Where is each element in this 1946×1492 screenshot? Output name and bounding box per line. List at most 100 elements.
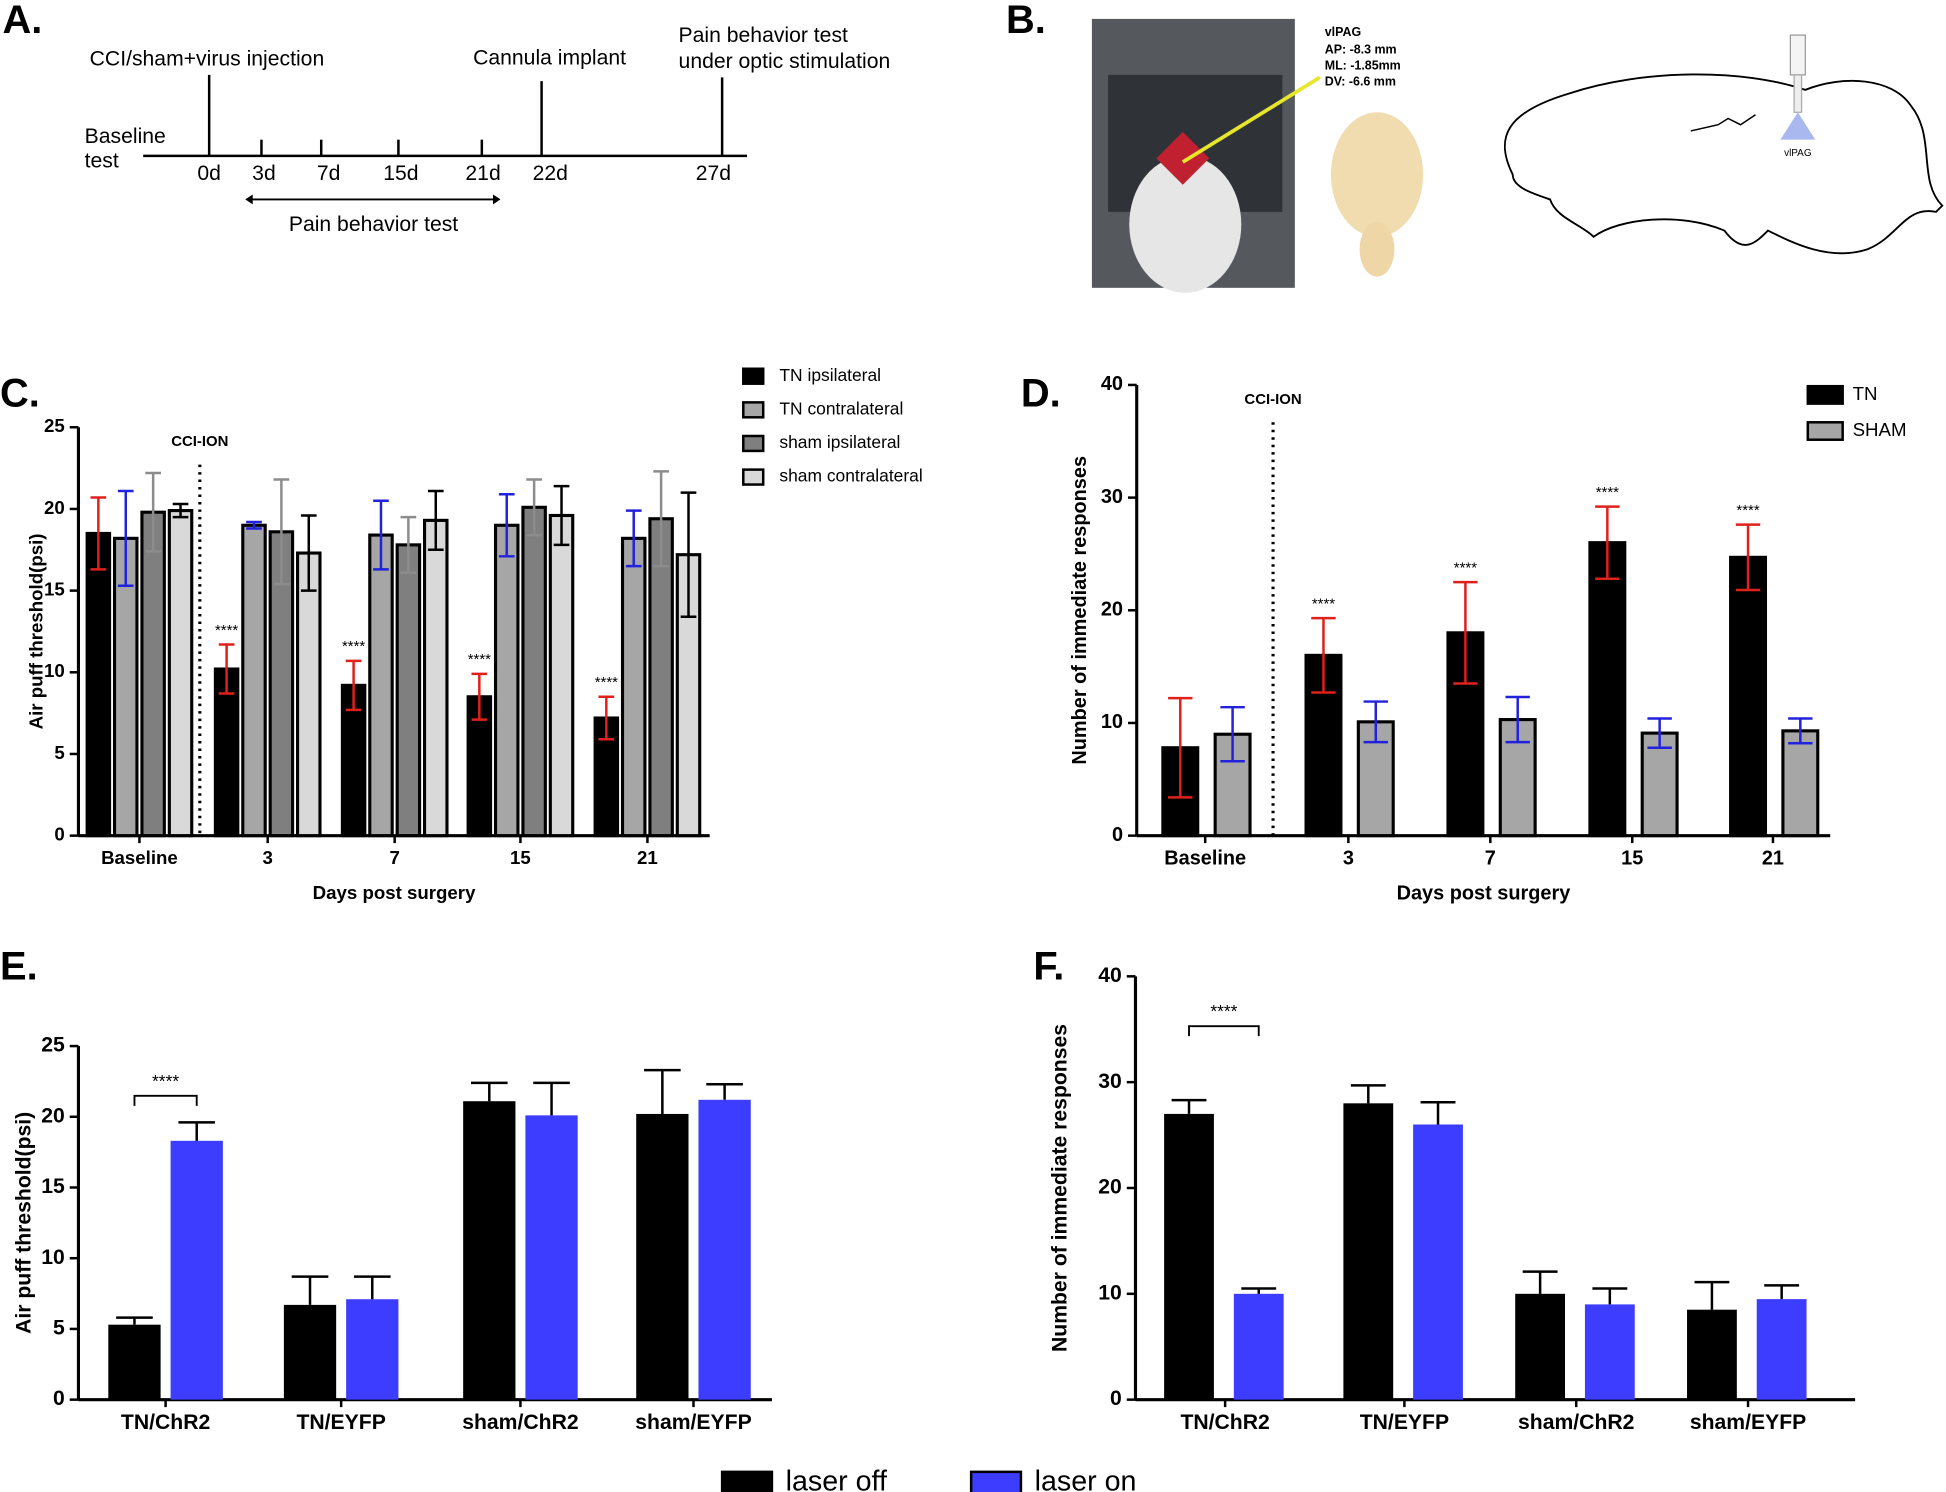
bar	[296, 551, 322, 838]
legend-label: laser on	[1035, 1466, 1137, 1492]
error-bar	[116, 1316, 153, 1325]
panel-label: C.	[0, 372, 40, 416]
legend-label: TN	[1853, 383, 1878, 404]
legend-label: TN ipsilateral	[779, 365, 881, 385]
legend-label: TN contralateral	[779, 398, 903, 418]
error-bar	[117, 489, 134, 587]
surgery-panel: B. vlPAG AP: -8.3 mm ML: -1.85mm DV: -6.…	[1006, 0, 1944, 293]
brain-diagram	[1503, 73, 1944, 255]
day-label: 0d	[197, 162, 221, 185]
error-bar	[553, 484, 570, 547]
bar	[346, 1299, 399, 1400]
error-bar	[498, 492, 515, 558]
significance: ****	[1312, 595, 1335, 612]
significance: ****	[1596, 484, 1619, 501]
error-bar	[1453, 580, 1478, 685]
error-bar	[145, 471, 161, 553]
x-tick-label: 15	[1621, 848, 1643, 870]
y-tick-label: 10	[41, 1246, 65, 1269]
error-bar	[178, 1121, 216, 1141]
y-tick-label: 40	[1098, 964, 1122, 987]
timeline-label: Cannula implant	[473, 46, 626, 69]
bar	[1233, 1293, 1284, 1400]
x-tick-label: 7	[1485, 848, 1496, 870]
error-bar	[1420, 1101, 1456, 1125]
y-tick-label: 0	[53, 1387, 65, 1410]
bar	[620, 536, 647, 838]
error-bar	[1595, 505, 1620, 580]
bar	[1756, 1299, 1807, 1400]
onset-label: CCI-ION	[1244, 391, 1301, 408]
x-tick-label: sham/ChR2	[1518, 1411, 1634, 1434]
y-axis-title: Air puff threshold(psi)	[25, 534, 46, 730]
x-tick-label: sham/ChR2	[462, 1411, 578, 1434]
comparison-label: ****	[152, 1071, 179, 1091]
x-tick-label: 3	[262, 847, 272, 868]
y-tick-label: 0	[54, 824, 64, 845]
cannula	[1789, 34, 1806, 76]
pointer	[1181, 75, 1321, 164]
coordinate: AP: -8.3 mm	[1325, 42, 1397, 56]
bar	[493, 523, 520, 838]
x-tick-label: 21	[1762, 848, 1784, 870]
y-tick-label: 30	[1101, 486, 1123, 508]
y-tick-label: 20	[41, 1104, 65, 1127]
onset-label: CCI-ION	[171, 433, 228, 450]
cannula	[1793, 74, 1803, 113]
x-tick-label: TN/EYFP	[1360, 1411, 1449, 1434]
error-bar	[706, 1082, 743, 1100]
bar	[368, 533, 394, 838]
legend-label: sham contralateral	[779, 466, 922, 486]
coordinate: ML: -1.85mm	[1325, 58, 1401, 72]
brain-shape	[1330, 112, 1424, 237]
day-label: 3d	[252, 162, 276, 185]
comparison-label: ****	[1210, 1001, 1237, 1021]
error-bar	[291, 1275, 329, 1305]
error-bar	[172, 502, 189, 519]
legend-swatch	[1806, 384, 1844, 405]
y-tick-label: 0	[1112, 824, 1123, 846]
significance: ****	[1454, 559, 1477, 576]
y-tick-label: 10	[1101, 711, 1123, 733]
bar	[1584, 1304, 1635, 1400]
y-tick-label: 25	[41, 1034, 65, 1057]
error-bar	[1592, 1287, 1628, 1305]
error-bar	[598, 695, 615, 741]
y-axis-title: Number of immediate responses	[1048, 1024, 1071, 1352]
bar	[1687, 1309, 1737, 1400]
error-bar	[644, 1068, 681, 1114]
x-tick-label: Baseline	[101, 847, 178, 868]
error-bar	[1764, 1284, 1800, 1300]
bar	[395, 543, 422, 838]
x-tick-label: 15	[510, 847, 531, 868]
error-bar	[353, 1275, 391, 1300]
y-tick-label: 15	[44, 579, 65, 600]
x-axis-title: Days post surgery	[1397, 882, 1571, 904]
timeline-label: Pain behavior test	[289, 213, 458, 236]
bar	[85, 531, 112, 838]
error-bar	[1522, 1270, 1558, 1294]
y-tick-label: 20	[1101, 599, 1123, 621]
day-label: 27d	[696, 162, 731, 185]
error-bar	[470, 1081, 508, 1102]
legend-swatch	[742, 401, 765, 419]
error-bar	[1220, 705, 1245, 763]
error-bar	[300, 514, 317, 592]
y-tick-label: 40	[1101, 373, 1123, 395]
bar	[1343, 1103, 1394, 1400]
x-tick-label: TN/ChR2	[121, 1411, 210, 1434]
error-bar	[533, 1081, 570, 1116]
bar	[108, 1324, 161, 1400]
y-tick-label: 10	[44, 660, 65, 681]
significance: ****	[468, 651, 491, 668]
x-tick-label: 3	[1343, 848, 1354, 870]
bar	[636, 1113, 689, 1400]
x-tick-label: TN/EYFP	[296, 1411, 385, 1434]
error-bar	[1788, 717, 1813, 745]
error-bar	[218, 643, 235, 695]
error-bar	[273, 478, 290, 586]
bar	[521, 505, 547, 838]
day-label: 15d	[383, 162, 418, 185]
bar	[167, 509, 194, 838]
